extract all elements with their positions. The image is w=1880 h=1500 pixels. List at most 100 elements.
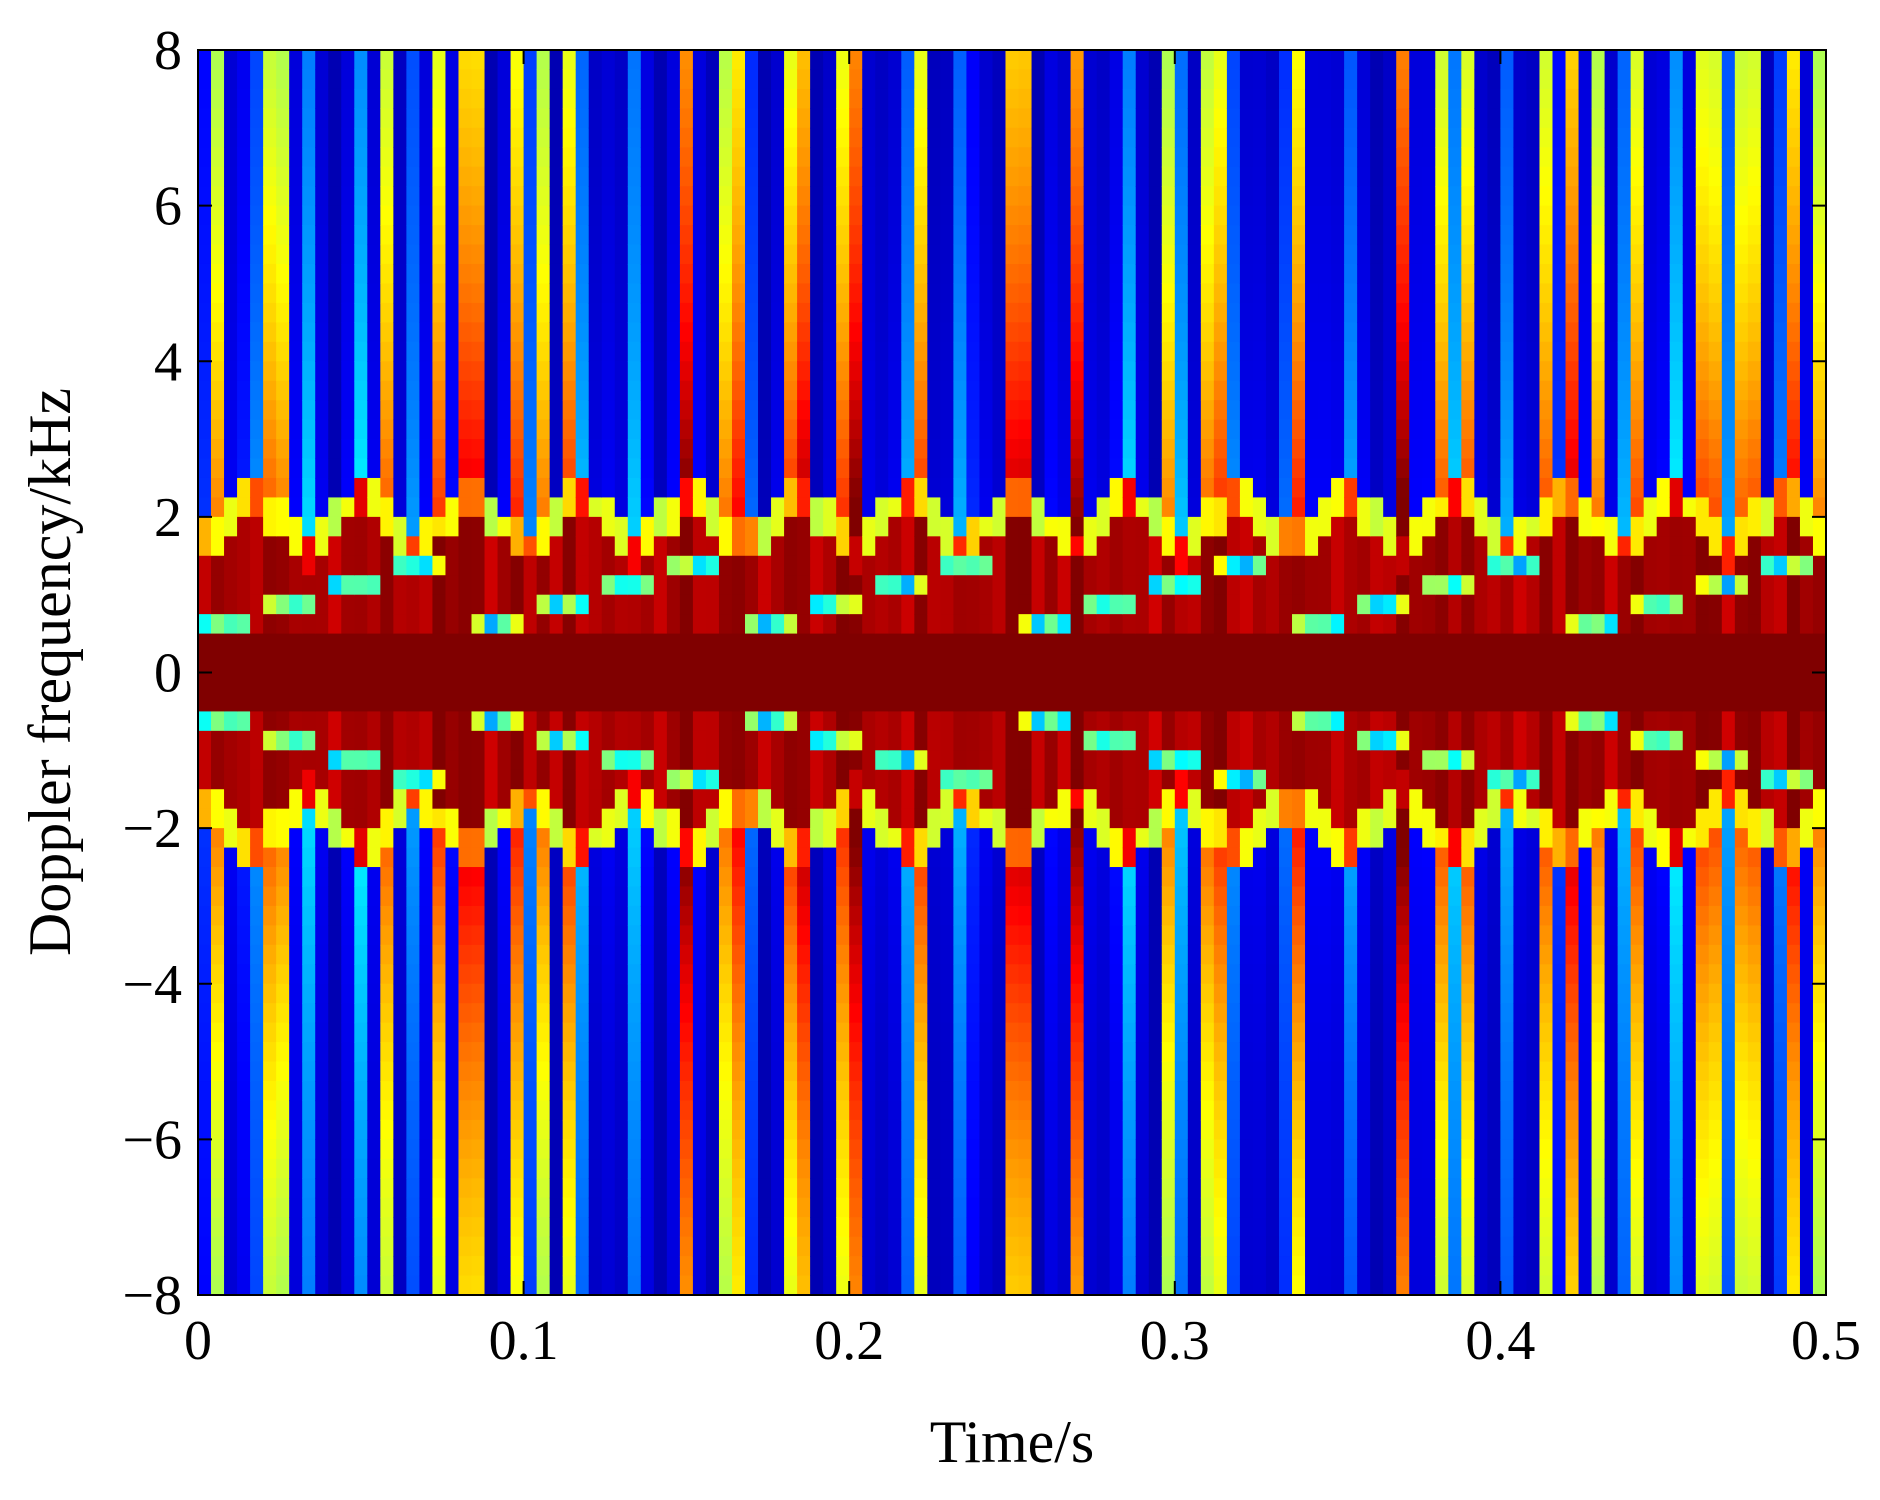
heatmap-cell xyxy=(1174,672,1189,693)
heatmap-cell xyxy=(510,1022,525,1043)
heatmap-cell xyxy=(614,1081,629,1102)
heatmap-cell xyxy=(523,886,538,907)
heatmap-cell xyxy=(1083,1100,1098,1121)
heatmap-cell xyxy=(1057,886,1072,907)
heatmap-cell xyxy=(849,1022,863,1043)
heatmap-cell xyxy=(940,127,954,148)
heatmap-cell xyxy=(784,283,798,304)
heatmap-cell xyxy=(784,439,798,460)
heatmap-cell xyxy=(354,244,368,265)
heatmap-cell xyxy=(914,419,928,440)
heatmap-cell xyxy=(784,127,798,148)
heatmap-cell xyxy=(718,983,733,1004)
heatmap-cell xyxy=(888,672,902,693)
heatmap-cell xyxy=(510,1061,525,1082)
heatmap-cell xyxy=(1135,477,1150,499)
heatmap-cell xyxy=(692,439,707,460)
heatmap-cell xyxy=(1109,1217,1124,1238)
heatmap-cell xyxy=(1148,1236,1163,1257)
heatmap-cell xyxy=(198,633,212,654)
heatmap-cell xyxy=(380,1119,394,1140)
heatmap-cell xyxy=(432,477,447,499)
heatmap-cell xyxy=(263,711,277,732)
heatmap-cell xyxy=(380,944,394,965)
heatmap-cell xyxy=(419,458,434,479)
heatmap-cell xyxy=(1044,925,1059,946)
heatmap-cell xyxy=(367,1217,381,1238)
heatmap-cell xyxy=(1200,477,1215,499)
heatmap-cell xyxy=(627,633,642,654)
heatmap-cell xyxy=(1031,769,1046,790)
heatmap-cell xyxy=(289,711,303,732)
heatmap-cell xyxy=(718,1042,733,1063)
heatmap-cell xyxy=(692,458,707,479)
heatmap-cell xyxy=(888,1119,902,1140)
heatmap-cell xyxy=(341,905,355,926)
heatmap-cell xyxy=(588,1100,603,1121)
heatmap-cell xyxy=(302,361,316,382)
heatmap-cell xyxy=(367,867,381,888)
heatmap-cell xyxy=(237,302,251,323)
heatmap-cell xyxy=(419,147,434,168)
heatmap-cell xyxy=(510,50,525,71)
heatmap-cell xyxy=(549,828,564,849)
heatmap-cell xyxy=(536,439,551,460)
heatmap-cell xyxy=(1187,516,1202,537)
heatmap-cell xyxy=(1200,166,1215,187)
heatmap-cell xyxy=(927,1217,941,1238)
heatmap-cell xyxy=(836,905,850,926)
heatmap-cell xyxy=(211,186,225,207)
heatmap-cell xyxy=(302,867,316,888)
heatmap-cell xyxy=(1109,108,1124,129)
heatmap-cell xyxy=(888,828,902,849)
heatmap-cell xyxy=(1083,711,1098,732)
heatmap-cell xyxy=(536,205,551,226)
heatmap-cell xyxy=(875,1236,889,1257)
heatmap-cell xyxy=(901,477,915,499)
heatmap-cell xyxy=(367,1042,381,1063)
heatmap-cell xyxy=(315,1061,329,1082)
heatmap-cell xyxy=(458,750,473,771)
heatmap-cell xyxy=(484,244,499,265)
heatmap-cell xyxy=(445,944,460,965)
heatmap-cell xyxy=(979,964,994,985)
heatmap-cell xyxy=(341,69,355,90)
heatmap-cell xyxy=(1109,302,1124,323)
heatmap-cell xyxy=(406,1022,420,1043)
heatmap-cell xyxy=(1083,1081,1098,1102)
heatmap-cell xyxy=(354,419,368,440)
heatmap-cell xyxy=(862,322,876,343)
heatmap-cell xyxy=(367,1236,381,1257)
heatmap-cell xyxy=(588,1081,603,1102)
heatmap-cell xyxy=(836,322,850,343)
heatmap-cell xyxy=(354,944,368,965)
heatmap-cell xyxy=(1083,1042,1098,1063)
heatmap-cell xyxy=(471,147,486,168)
heatmap-cell xyxy=(471,1061,486,1082)
heatmap-cell xyxy=(875,225,889,246)
heatmap-cell xyxy=(979,88,994,109)
heatmap-cell xyxy=(419,1197,434,1218)
heatmap-cell xyxy=(198,1003,212,1024)
heatmap-cell xyxy=(276,108,290,129)
heatmap-cell xyxy=(523,497,538,518)
heatmap-cell xyxy=(758,711,772,732)
heatmap-cell xyxy=(862,244,876,265)
heatmap-cell xyxy=(810,1061,824,1082)
heatmap-cell xyxy=(823,672,837,693)
heatmap-cell xyxy=(315,711,329,732)
heatmap-cell xyxy=(1005,905,1020,926)
heatmap-cell xyxy=(849,769,863,790)
heatmap-cell xyxy=(1200,750,1215,771)
heatmap-cell xyxy=(211,439,225,460)
heatmap-cell xyxy=(484,108,499,129)
heatmap-cell xyxy=(953,983,968,1004)
heatmap-cell xyxy=(1187,1139,1202,1160)
heatmap-cell xyxy=(315,575,329,596)
heatmap-cell xyxy=(940,263,954,285)
heatmap-cell xyxy=(901,225,915,246)
heatmap-cell xyxy=(484,88,499,109)
heatmap-cell xyxy=(1200,789,1215,810)
heatmap-cell xyxy=(992,1003,1007,1024)
heatmap-cell xyxy=(1057,1003,1072,1024)
